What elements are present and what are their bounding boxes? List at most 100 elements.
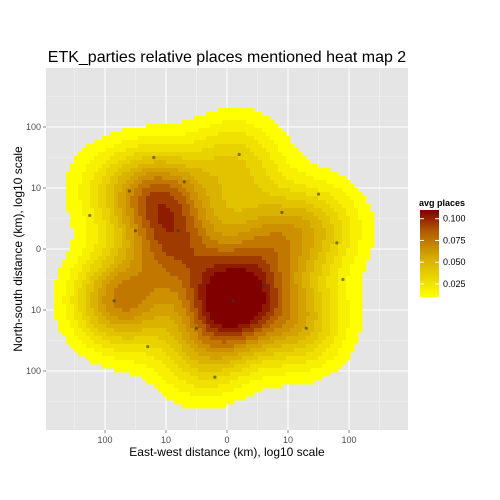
- heat-cell: [242, 300, 247, 305]
- heat-cell: [254, 236, 259, 241]
- heat-cell: [254, 144, 259, 149]
- heat-cell: [194, 356, 199, 361]
- heat-cell: [346, 240, 351, 245]
- heat-cell: [230, 204, 235, 209]
- heat-cell: [134, 368, 139, 373]
- heat-cell: [262, 172, 267, 177]
- heat-cell: [254, 312, 259, 317]
- heat-cell: [78, 212, 83, 217]
- heat-cell: [354, 304, 359, 309]
- heat-cell: [150, 244, 155, 249]
- heat-cell: [258, 312, 263, 317]
- heat-cell: [214, 388, 219, 393]
- heat-cell: [298, 356, 303, 361]
- heat-cell: [166, 272, 171, 277]
- heat-cell: [178, 292, 183, 297]
- heat-cell: [82, 292, 87, 297]
- heat-cell: [126, 140, 131, 145]
- heat-cell: [286, 232, 291, 237]
- heat-cell: [110, 272, 115, 277]
- heat-cell: [262, 184, 267, 189]
- heat-cell: [270, 176, 275, 181]
- heat-cell: [290, 228, 295, 233]
- heat-cell: [94, 196, 99, 201]
- heat-cell: [290, 360, 295, 365]
- heat-cell: [134, 272, 139, 277]
- heat-cell: [154, 184, 159, 189]
- heat-cell: [222, 288, 227, 293]
- heat-cell: [314, 176, 319, 181]
- heat-cell: [62, 276, 67, 281]
- heat-cell: [262, 228, 267, 233]
- heat-cell: [214, 396, 219, 401]
- heat-cell: [210, 316, 215, 321]
- heat-cell: [270, 348, 275, 353]
- heat-cell: [242, 200, 247, 205]
- heat-cell: [330, 312, 335, 317]
- heat-cell: [190, 296, 195, 301]
- heat-cell: [86, 308, 91, 313]
- heat-cell: [278, 280, 283, 285]
- heat-cell: [306, 164, 311, 169]
- heat-cell: [126, 192, 131, 197]
- heat-cell: [222, 332, 227, 337]
- heat-cell: [230, 180, 235, 185]
- heat-cell: [178, 248, 183, 253]
- heat-cell: [294, 324, 299, 329]
- heat-cell: [218, 184, 223, 189]
- heat-cell: [294, 252, 299, 257]
- heat-cell: [154, 344, 159, 349]
- heat-cell: [86, 156, 91, 161]
- heat-cell: [214, 176, 219, 181]
- heat-cell: [306, 308, 311, 313]
- heat-cell: [102, 140, 107, 145]
- heat-cell: [358, 324, 363, 329]
- heat-cell: [114, 228, 119, 233]
- heat-cell: [278, 332, 283, 337]
- heat-cell: [130, 336, 135, 341]
- heat-cell: [202, 228, 207, 233]
- heat-cell: [210, 260, 215, 265]
- heat-cell: [194, 232, 199, 237]
- heat-cell: [214, 236, 219, 241]
- heat-cell: [118, 132, 123, 137]
- heat-cell: [290, 300, 295, 305]
- heat-cell: [290, 272, 295, 277]
- heat-cell: [114, 196, 119, 201]
- heat-cell: [86, 336, 91, 341]
- heat-cell: [242, 108, 247, 113]
- heat-cell: [198, 144, 203, 149]
- heat-cell: [262, 120, 267, 125]
- heat-cell: [246, 228, 251, 233]
- heat-cell: [170, 220, 175, 225]
- heat-cell: [298, 156, 303, 161]
- heat-cell: [350, 304, 355, 309]
- heat-cell: [182, 216, 187, 221]
- heat-cell: [94, 248, 99, 253]
- heat-cell: [278, 324, 283, 329]
- heat-cell: [170, 324, 175, 329]
- heat-cell: [130, 156, 135, 161]
- heat-cell: [270, 128, 275, 133]
- heat-cell: [94, 236, 99, 241]
- heat-cell: [326, 228, 331, 233]
- heat-cell: [118, 360, 123, 365]
- heat-cell: [94, 308, 99, 313]
- heat-cell: [126, 300, 131, 305]
- heat-cell: [278, 216, 283, 221]
- heat-cell: [82, 256, 87, 261]
- heat-cell: [226, 360, 231, 365]
- heat-cell: [246, 232, 251, 237]
- heat-cell: [198, 184, 203, 189]
- heat-cell: [138, 160, 143, 165]
- heat-cell: [198, 196, 203, 201]
- heat-cell: [330, 236, 335, 241]
- heat-cell: [358, 316, 363, 321]
- heat-cell: [190, 200, 195, 205]
- heat-cell: [294, 288, 299, 293]
- heat-cell: [302, 324, 307, 329]
- heat-cell: [150, 340, 155, 345]
- heat-cell: [230, 116, 235, 121]
- heat-cell: [118, 280, 123, 285]
- heat-cell: [130, 148, 135, 153]
